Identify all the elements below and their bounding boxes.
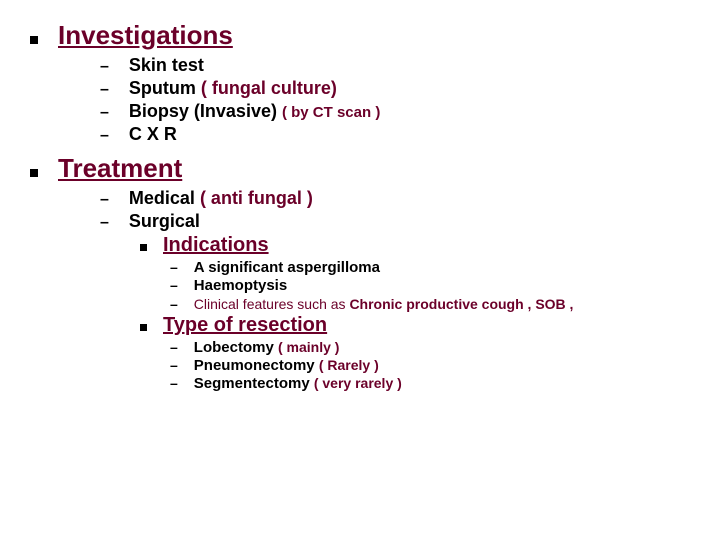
subsection-resection: Type of resection — [140, 314, 690, 337]
item-text: Sputum ( fungal culture) — [129, 78, 337, 99]
heading-resection: Type of resection — [163, 314, 327, 337]
text-part: Medical — [129, 188, 200, 208]
list-item: – Skin test — [100, 55, 690, 76]
text-paren: ( fungal culture) — [201, 78, 337, 98]
investigations-list: – Skin test – Sputum ( fungal culture) –… — [100, 55, 690, 145]
text-part: Lobectomy — [194, 339, 278, 356]
text-part: Biopsy (Invasive) — [129, 101, 282, 121]
text-paren: ( anti fungal ) — [200, 188, 313, 208]
item-text: C X R — [129, 124, 177, 145]
dash-icon: – — [100, 214, 109, 232]
text-part: Segmentectomy — [194, 375, 314, 392]
dash-icon: – — [170, 357, 178, 373]
item-text: Haemoptysis — [194, 277, 287, 294]
dash-icon: – — [100, 81, 109, 99]
section-treatment: Treatment — [30, 153, 690, 184]
text-bold: Chronic productive cough , SOB , — [349, 296, 573, 312]
treatment-list: – Medical ( anti fungal ) – Surgical Ind… — [100, 188, 690, 392]
text-paren: ( Rarely ) — [319, 357, 379, 373]
dash-icon: – — [100, 191, 109, 209]
dash-icon: – — [170, 339, 178, 355]
list-item: – Pneumonectomy ( Rarely ) — [170, 357, 690, 374]
text-paren: ( mainly ) — [278, 339, 339, 355]
item-text: Segmentectomy ( very rarely ) — [194, 375, 402, 392]
item-text: Skin test — [129, 55, 204, 76]
list-item: – Segmentectomy ( very rarely ) — [170, 375, 690, 392]
heading-treatment: Treatment — [58, 153, 182, 184]
dash-icon: – — [170, 296, 178, 312]
text-part: Clinical features such as — [194, 296, 350, 312]
indications-list: – A significant aspergilloma – Haemoptys… — [170, 259, 690, 313]
list-item: – Medical ( anti fungal ) — [100, 188, 690, 209]
dash-icon: – — [100, 58, 109, 76]
dash-icon: – — [100, 104, 109, 122]
item-text: Surgical — [129, 211, 200, 232]
square-bullet-icon — [140, 324, 147, 331]
text-paren: ( very rarely ) — [314, 375, 402, 391]
list-item: – Surgical — [100, 211, 690, 232]
text-paren: ( by CT scan ) — [282, 104, 380, 121]
list-item: – Biopsy (Invasive) ( by CT scan ) — [100, 101, 690, 122]
square-bullet-icon — [30, 36, 38, 44]
text-part: Sputum — [129, 78, 201, 98]
section-investigations: Investigations — [30, 20, 690, 51]
list-item: – Lobectomy ( mainly ) — [170, 339, 690, 356]
list-item: – Sputum ( fungal culture) — [100, 78, 690, 99]
text-part: Pneumonectomy — [194, 357, 319, 374]
list-item: – Haemoptysis — [170, 277, 690, 294]
item-text: Clinical features such as Chronic produc… — [194, 295, 574, 313]
list-item: – Clinical features such as Chronic prod… — [170, 295, 690, 313]
dash-icon: – — [170, 277, 178, 293]
dash-icon: – — [100, 127, 109, 145]
item-text: Pneumonectomy ( Rarely ) — [194, 357, 379, 374]
heading-indications: Indications — [163, 234, 269, 257]
resection-list: – Lobectomy ( mainly ) – Pneumonectomy (… — [170, 339, 690, 392]
heading-investigations: Investigations — [58, 20, 233, 51]
square-bullet-icon — [30, 169, 38, 177]
item-text: A significant aspergilloma — [194, 259, 380, 276]
item-text: Biopsy (Invasive) ( by CT scan ) — [129, 101, 380, 122]
dash-icon: – — [170, 259, 178, 275]
subsection-indications: Indications — [140, 234, 690, 257]
item-text: Medical ( anti fungal ) — [129, 188, 313, 209]
dash-icon: – — [170, 375, 178, 391]
item-text: Lobectomy ( mainly ) — [194, 339, 340, 356]
list-item: – C X R — [100, 124, 690, 145]
list-item: – A significant aspergilloma — [170, 259, 690, 276]
square-bullet-icon — [140, 244, 147, 251]
